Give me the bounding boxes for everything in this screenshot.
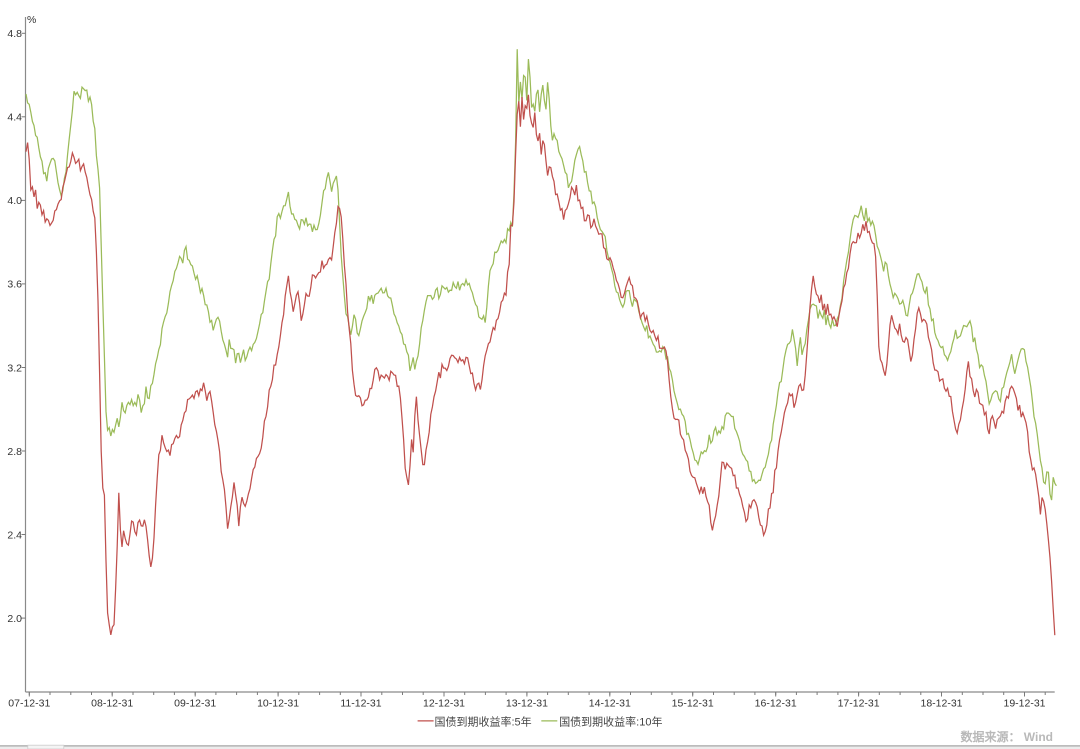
svg-text:12-12-31: 12-12-31 — [423, 698, 465, 710]
svg-text:3.6: 3.6 — [7, 279, 22, 291]
svg-text:13-12-31: 13-12-31 — [506, 698, 548, 710]
svg-text:08-12-31: 08-12-31 — [91, 698, 133, 710]
svg-text:4.0: 4.0 — [7, 195, 22, 207]
svg-text:国债到期收益率:10年: 国债到期收益率:10年 — [559, 714, 662, 728]
svg-text:数据来源： Wind: 数据来源： Wind — [960, 729, 1053, 744]
svg-text:3.2: 3.2 — [7, 362, 22, 374]
svg-text:19-12-31: 19-12-31 — [1003, 698, 1045, 710]
svg-text:09-12-31: 09-12-31 — [174, 698, 216, 710]
svg-text:%: % — [27, 14, 36, 26]
svg-text:15-12-31: 15-12-31 — [672, 698, 714, 710]
svg-text:4.8: 4.8 — [7, 28, 22, 40]
svg-text:10-12-31: 10-12-31 — [257, 698, 299, 710]
svg-text:4.4: 4.4 — [7, 112, 22, 124]
svg-text:2.0: 2.0 — [7, 613, 22, 625]
svg-text:2.8: 2.8 — [7, 446, 22, 458]
svg-text:17-12-31: 17-12-31 — [838, 698, 880, 710]
svg-text:18-12-31: 18-12-31 — [920, 698, 962, 710]
svg-text:国债到期收益率:5年: 国债到期收益率:5年 — [435, 714, 532, 728]
svg-text:07-12-31: 07-12-31 — [8, 698, 50, 710]
svg-text:2.4: 2.4 — [7, 529, 22, 541]
svg-text:11-12-31: 11-12-31 — [340, 698, 381, 710]
svg-text:16-12-31: 16-12-31 — [755, 698, 797, 710]
svg-text:14-12-31: 14-12-31 — [589, 698, 631, 710]
